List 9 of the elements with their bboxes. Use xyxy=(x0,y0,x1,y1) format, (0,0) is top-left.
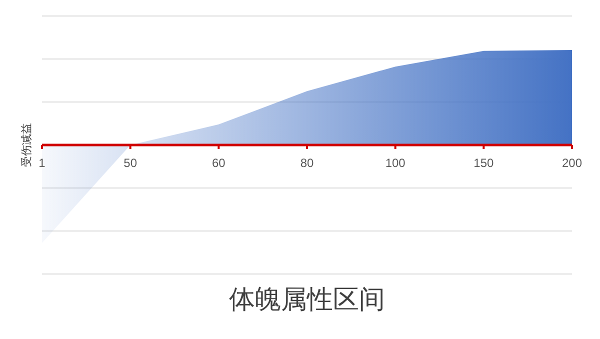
x-axis-title: 体魄属性区间 xyxy=(229,284,385,314)
x-tick-label: 100 xyxy=(385,156,406,170)
x-tick-label: 150 xyxy=(474,156,494,170)
x-tick-label: 60 xyxy=(212,156,226,170)
y-axis-title: 受伤减益 xyxy=(20,123,33,167)
x-tick-label: 50 xyxy=(124,156,138,170)
x-tick-label: 200 xyxy=(562,156,582,170)
x-tick-label: 80 xyxy=(300,156,314,170)
x-tick-label: 1 xyxy=(38,156,46,170)
